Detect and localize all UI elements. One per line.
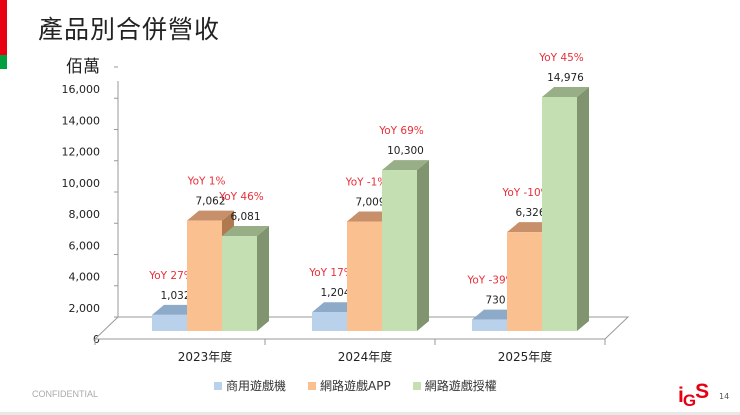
y-tick-label: 2,000 bbox=[69, 302, 101, 315]
yoy-label: YoY 1% bbox=[187, 176, 226, 188]
data-label: 7,062 bbox=[195, 196, 225, 208]
bar-2-2 bbox=[542, 97, 577, 331]
unit-label: 佰萬 bbox=[66, 57, 100, 77]
data-label: 14,976 bbox=[547, 72, 584, 84]
footer-line bbox=[0, 412, 740, 415]
igs-logo: iGS bbox=[678, 380, 709, 410]
x-category-label: 2025年度 bbox=[498, 349, 553, 364]
x-category-label: 2023年度 bbox=[178, 349, 233, 364]
y-tick-label: 10,000 bbox=[62, 177, 101, 190]
bar-1-1 bbox=[347, 221, 382, 331]
bar-0-0 bbox=[152, 314, 187, 331]
yoy-label: YoY -39% bbox=[466, 275, 515, 287]
data-label: 6,326 bbox=[515, 207, 545, 219]
y-tick-label: 6,000 bbox=[69, 239, 101, 252]
bar-2-0 bbox=[472, 319, 507, 331]
bar-top bbox=[382, 160, 429, 171]
legend-item-licensing: 網路遊戲授權 bbox=[412, 377, 497, 394]
yoy-label: YoY -10% bbox=[501, 187, 550, 199]
bar-top bbox=[187, 210, 234, 221]
y-tick-label: 4,000 bbox=[69, 271, 101, 284]
yoy-label: YoY 17% bbox=[308, 267, 354, 279]
page-number: 14 bbox=[719, 392, 730, 401]
bar-2-1 bbox=[507, 232, 542, 331]
legend-label: 網路遊戲授權 bbox=[424, 379, 497, 393]
data-label: 10,300 bbox=[387, 145, 424, 157]
accent-bar-green bbox=[0, 55, 7, 69]
y-tick-label: 12,000 bbox=[62, 146, 101, 159]
bar-side bbox=[577, 87, 589, 331]
data-label: 6,081 bbox=[230, 211, 260, 223]
legend-swatch bbox=[308, 381, 317, 390]
x-category-label: 2024年度 bbox=[338, 349, 393, 364]
data-label: 730 bbox=[485, 295, 505, 307]
yoy-label: YoY 46% bbox=[218, 191, 264, 203]
legend-swatch bbox=[412, 381, 421, 390]
bar-1-0 bbox=[312, 312, 347, 331]
data-label: 1,204 bbox=[320, 287, 350, 299]
bar-top bbox=[222, 225, 269, 236]
yoy-label: YoY 69% bbox=[378, 125, 424, 137]
yoy-label: YoY -1% bbox=[345, 176, 388, 188]
legend-label: 商用遊戲機 bbox=[226, 379, 287, 393]
legend: 商用遊戲機 網路遊戲APP 網路遊戲授權 bbox=[214, 377, 497, 394]
data-label: 7,009 bbox=[355, 196, 385, 208]
data-label: 1,032 bbox=[160, 290, 190, 302]
yoy-label: YoY 45% bbox=[538, 52, 584, 64]
y-tick-label: 8,000 bbox=[69, 208, 101, 221]
bar-0-1 bbox=[187, 220, 222, 331]
bar-0-2 bbox=[222, 235, 257, 331]
y-tick-label: 14,000 bbox=[62, 114, 101, 127]
legend-swatch bbox=[214, 381, 222, 390]
y-tick-label: 16,000 bbox=[62, 83, 101, 96]
bar-side bbox=[257, 225, 269, 331]
accent-bar-red bbox=[0, 0, 7, 55]
legend-label: 網路遊戲APP bbox=[320, 379, 391, 393]
bar-side bbox=[417, 160, 429, 331]
confidential-label: CONFIDENTIAL bbox=[32, 389, 99, 399]
legend-item-app: 網路遊戲APP bbox=[308, 377, 391, 394]
yoy-label: YoY 27% bbox=[148, 270, 194, 282]
bar-1-2 bbox=[382, 170, 417, 331]
legend-item-arcade: 商用遊戲機 bbox=[214, 377, 286, 394]
slide-title: 產品別合併營收 bbox=[38, 15, 221, 44]
bar-top bbox=[542, 87, 589, 97]
